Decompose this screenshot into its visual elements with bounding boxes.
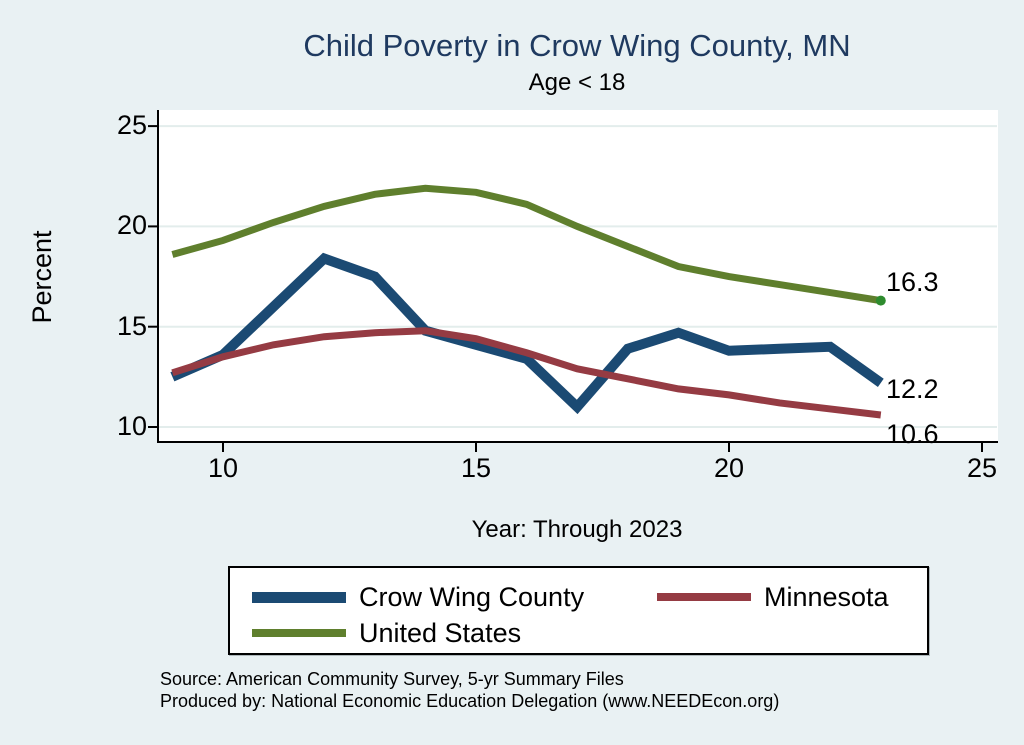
y-tick-label: 25 (116, 110, 147, 141)
legend-label: United States (359, 618, 522, 648)
legend-swatch-crow-wing-county (252, 591, 346, 603)
y-tick-label: 15 (116, 310, 147, 341)
y-tick-label: 10 (116, 411, 147, 441)
end-label-minnesota: 10.6 (886, 419, 939, 449)
source-line-2: Produced by: National Economic Education… (160, 691, 780, 711)
x-axis-title: Year: Through 2023 (471, 516, 683, 543)
legend-item-crow-wing-county: Crow Wing County (252, 582, 584, 612)
series-line-crow-wing-county (170, 252, 884, 415)
source-line-1: Source: American Community Survey, 5-yr … (160, 669, 624, 689)
series-line-united-states (171, 184, 882, 305)
plot-area (148, 110, 998, 452)
x-tick-label: 15 (460, 453, 492, 483)
y-tick-label: 20 (116, 210, 147, 241)
plot-background (157, 110, 998, 443)
legend-label: Crow Wing County (359, 582, 585, 612)
legend-swatch-united-states (252, 629, 346, 637)
y-axis-title: Percent (27, 230, 57, 324)
chart-subtitle: Age < 18 (528, 69, 626, 96)
source-note: Source: American Community Survey, 5-yr … (160, 668, 779, 712)
legend: Crow Wing County Minnesota United States (228, 566, 929, 655)
chart-title: Child Poverty in Crow Wing County, MN (303, 28, 851, 63)
end-label-united-states: 16.3 (886, 267, 939, 297)
legend-item-minnesota: Minnesota (657, 582, 889, 612)
x-tick-label: 20 (713, 453, 745, 483)
end-label-crow-wing-county: 12.2 (886, 374, 939, 404)
legend-item-united-states: United States (252, 618, 521, 648)
series-line-minnesota (171, 327, 882, 419)
series-end-dot (875, 295, 886, 306)
legend-label: Minnesota (764, 582, 889, 612)
legend-swatch-minnesota (657, 593, 751, 601)
x-tick-label: 10 (207, 453, 239, 483)
x-tick-label: 25 (966, 453, 998, 483)
